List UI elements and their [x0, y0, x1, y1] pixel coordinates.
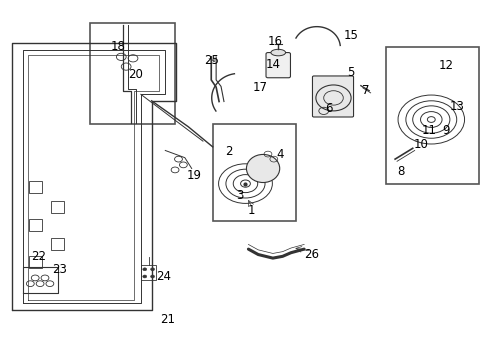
- Text: 15: 15: [343, 29, 358, 42]
- Circle shape: [142, 268, 146, 271]
- Bar: [90, 23, 175, 124]
- Text: 13: 13: [449, 100, 464, 113]
- Ellipse shape: [246, 154, 279, 183]
- Text: 20: 20: [128, 68, 143, 81]
- Circle shape: [142, 275, 146, 278]
- Ellipse shape: [270, 49, 285, 56]
- Bar: [29, 181, 41, 193]
- Text: 9: 9: [441, 124, 449, 137]
- FancyBboxPatch shape: [265, 53, 290, 78]
- Text: 25: 25: [203, 54, 218, 67]
- Text: 21: 21: [160, 313, 174, 326]
- Circle shape: [150, 268, 154, 271]
- Text: 1: 1: [247, 204, 255, 217]
- Text: 8: 8: [396, 165, 404, 177]
- Bar: [51, 201, 64, 213]
- Text: 5: 5: [346, 66, 354, 78]
- Text: 24: 24: [156, 270, 171, 283]
- Text: 3: 3: [235, 189, 243, 202]
- FancyBboxPatch shape: [312, 76, 353, 117]
- Text: 10: 10: [413, 138, 428, 150]
- Text: 19: 19: [187, 169, 202, 182]
- Text: 2: 2: [224, 145, 232, 158]
- Bar: [141, 265, 156, 280]
- Bar: [212, 124, 295, 221]
- Text: 16: 16: [267, 35, 282, 48]
- Bar: [29, 256, 41, 268]
- Text: 18: 18: [111, 40, 125, 53]
- Text: 12: 12: [438, 59, 452, 72]
- Circle shape: [150, 275, 154, 278]
- Text: 26: 26: [304, 248, 319, 261]
- Text: 4: 4: [275, 148, 283, 161]
- Bar: [29, 219, 41, 231]
- Text: 14: 14: [265, 58, 280, 71]
- Text: 22: 22: [32, 250, 46, 263]
- Text: 17: 17: [252, 81, 267, 94]
- Text: 7: 7: [361, 84, 369, 97]
- Bar: [386, 47, 478, 184]
- Text: 6: 6: [324, 102, 332, 115]
- Text: 23: 23: [52, 263, 67, 276]
- Bar: [51, 238, 64, 250]
- Text: 11: 11: [421, 124, 436, 137]
